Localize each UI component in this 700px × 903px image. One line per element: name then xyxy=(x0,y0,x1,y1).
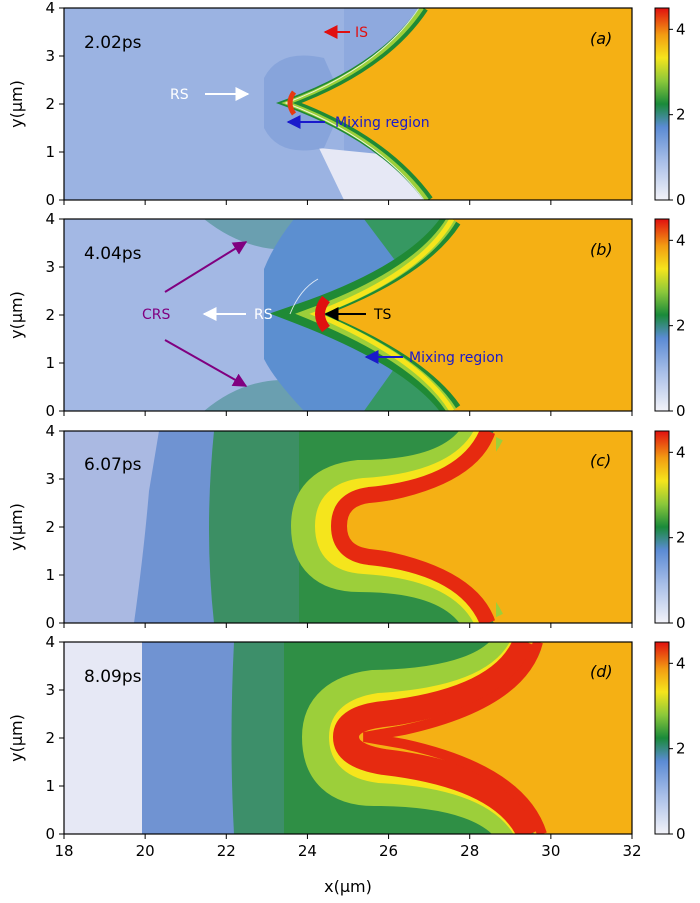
colorbar-layer: 0 2 4 0 2 4 0 2 4 0 2 4 xyxy=(654,7,686,843)
y-tick-label: 0 xyxy=(45,825,55,843)
panel-c: 6.07ps (c) xyxy=(63,430,633,624)
y-tick-label: 2 xyxy=(45,518,55,536)
colorbar xyxy=(654,430,670,624)
y-axis-label: y(μm) xyxy=(7,503,26,551)
y-axis-label: y(μm) xyxy=(7,291,26,339)
colorbar-tick-label: 2 xyxy=(676,106,686,124)
y-tick-label: 3 xyxy=(45,258,55,276)
x-tick-label: 18 xyxy=(54,842,73,860)
axes-layer: 0 1 2 3 4 y(μm) 0 1 2 3 4 y(μm) 0 1 2 3 4 y(μm) 0 1 2 3 4 18 20 2… xyxy=(7,0,642,860)
colorbar-tick-label: 0 xyxy=(676,191,686,209)
panel-b-anno-mixing: Mixing region xyxy=(409,350,504,366)
colorbar-tick-label: 2 xyxy=(676,529,686,547)
x-tick-label: 20 xyxy=(136,842,155,860)
colorbar-tick-label: 0 xyxy=(676,614,686,632)
panel-c-tag: (c) xyxy=(590,451,611,470)
y-tick-label: 3 xyxy=(45,470,55,488)
panel-d: 8.09ps (d) xyxy=(63,641,633,835)
colorbar-tick-label: 0 xyxy=(676,402,686,420)
y-tick-label: 2 xyxy=(45,306,55,324)
y-tick-label: 2 xyxy=(45,729,55,747)
panel-b-tag: (b) xyxy=(590,240,613,259)
y-axis-label: y(μm) xyxy=(7,714,26,762)
y-tick-label: 1 xyxy=(45,143,55,161)
x-tick-label: 28 xyxy=(460,842,479,860)
y-tick-label: 4 xyxy=(45,633,55,651)
y-tick-label: 4 xyxy=(45,0,55,17)
panel-a-anno-is: IS xyxy=(355,25,368,41)
panel-b-anno-ts: TS xyxy=(373,307,392,323)
panel-b-anno-rs: RS xyxy=(254,307,273,323)
x-tick-label: 30 xyxy=(541,842,560,860)
colorbar xyxy=(654,641,670,835)
colorbar-tick-label: 2 xyxy=(676,740,686,758)
panel-b-time: 4.04ps xyxy=(84,244,142,264)
y-tick-label: 4 xyxy=(45,422,55,440)
panel-b-arrow-crs-down xyxy=(164,339,248,387)
colorbar-tick-label: 4 xyxy=(676,654,686,672)
y-tick-label: 4 xyxy=(45,210,55,228)
y-tick-label: 1 xyxy=(45,566,55,584)
panel-d-tag: (d) xyxy=(590,662,613,681)
colorbar-tick-label: 2 xyxy=(676,317,686,335)
panel-a-time: 2.02ps xyxy=(84,33,142,53)
panel-c-time: 6.07ps xyxy=(84,455,142,475)
y-tick-label: 0 xyxy=(45,191,55,209)
panel-a-tag: (a) xyxy=(590,29,612,48)
colorbar xyxy=(654,218,670,412)
x-tick-label: 32 xyxy=(622,842,641,860)
y-tick-label: 3 xyxy=(45,681,55,699)
panel-b-arrow-crs-up xyxy=(164,241,248,293)
y-tick-label: 3 xyxy=(45,47,55,65)
colorbar-tick-label: 4 xyxy=(676,231,686,249)
y-tick-label: 1 xyxy=(45,354,55,372)
y-tick-label: 2 xyxy=(45,95,55,113)
panel-d-time: 8.09ps xyxy=(84,667,142,687)
colorbar xyxy=(654,7,670,201)
x-axis-label: x(μm) xyxy=(324,877,372,896)
y-tick-label: 0 xyxy=(45,402,55,420)
panel-b-anno-crs: CRS xyxy=(142,307,171,323)
y-tick-label: 0 xyxy=(45,614,55,632)
panel-b: 4.04ps (b) CRS RS TS Mixing region xyxy=(63,218,633,412)
panel-a-anno-rs: RS xyxy=(170,87,189,103)
x-tick-label: 26 xyxy=(379,842,398,860)
y-tick-label: 1 xyxy=(45,777,55,795)
y-axis-label: y(μm) xyxy=(7,80,26,128)
colorbar-tick-label: 0 xyxy=(676,825,686,843)
x-tick-label: 24 xyxy=(298,842,317,860)
colorbar-tick-label: 4 xyxy=(676,20,686,38)
x-tick-label: 22 xyxy=(217,842,236,860)
colorbar-tick-label: 4 xyxy=(676,443,686,461)
panel-a: 2.02ps (a) IS RS Mixing region xyxy=(63,7,633,201)
panel-a-anno-mixing: Mixing region xyxy=(335,115,430,131)
